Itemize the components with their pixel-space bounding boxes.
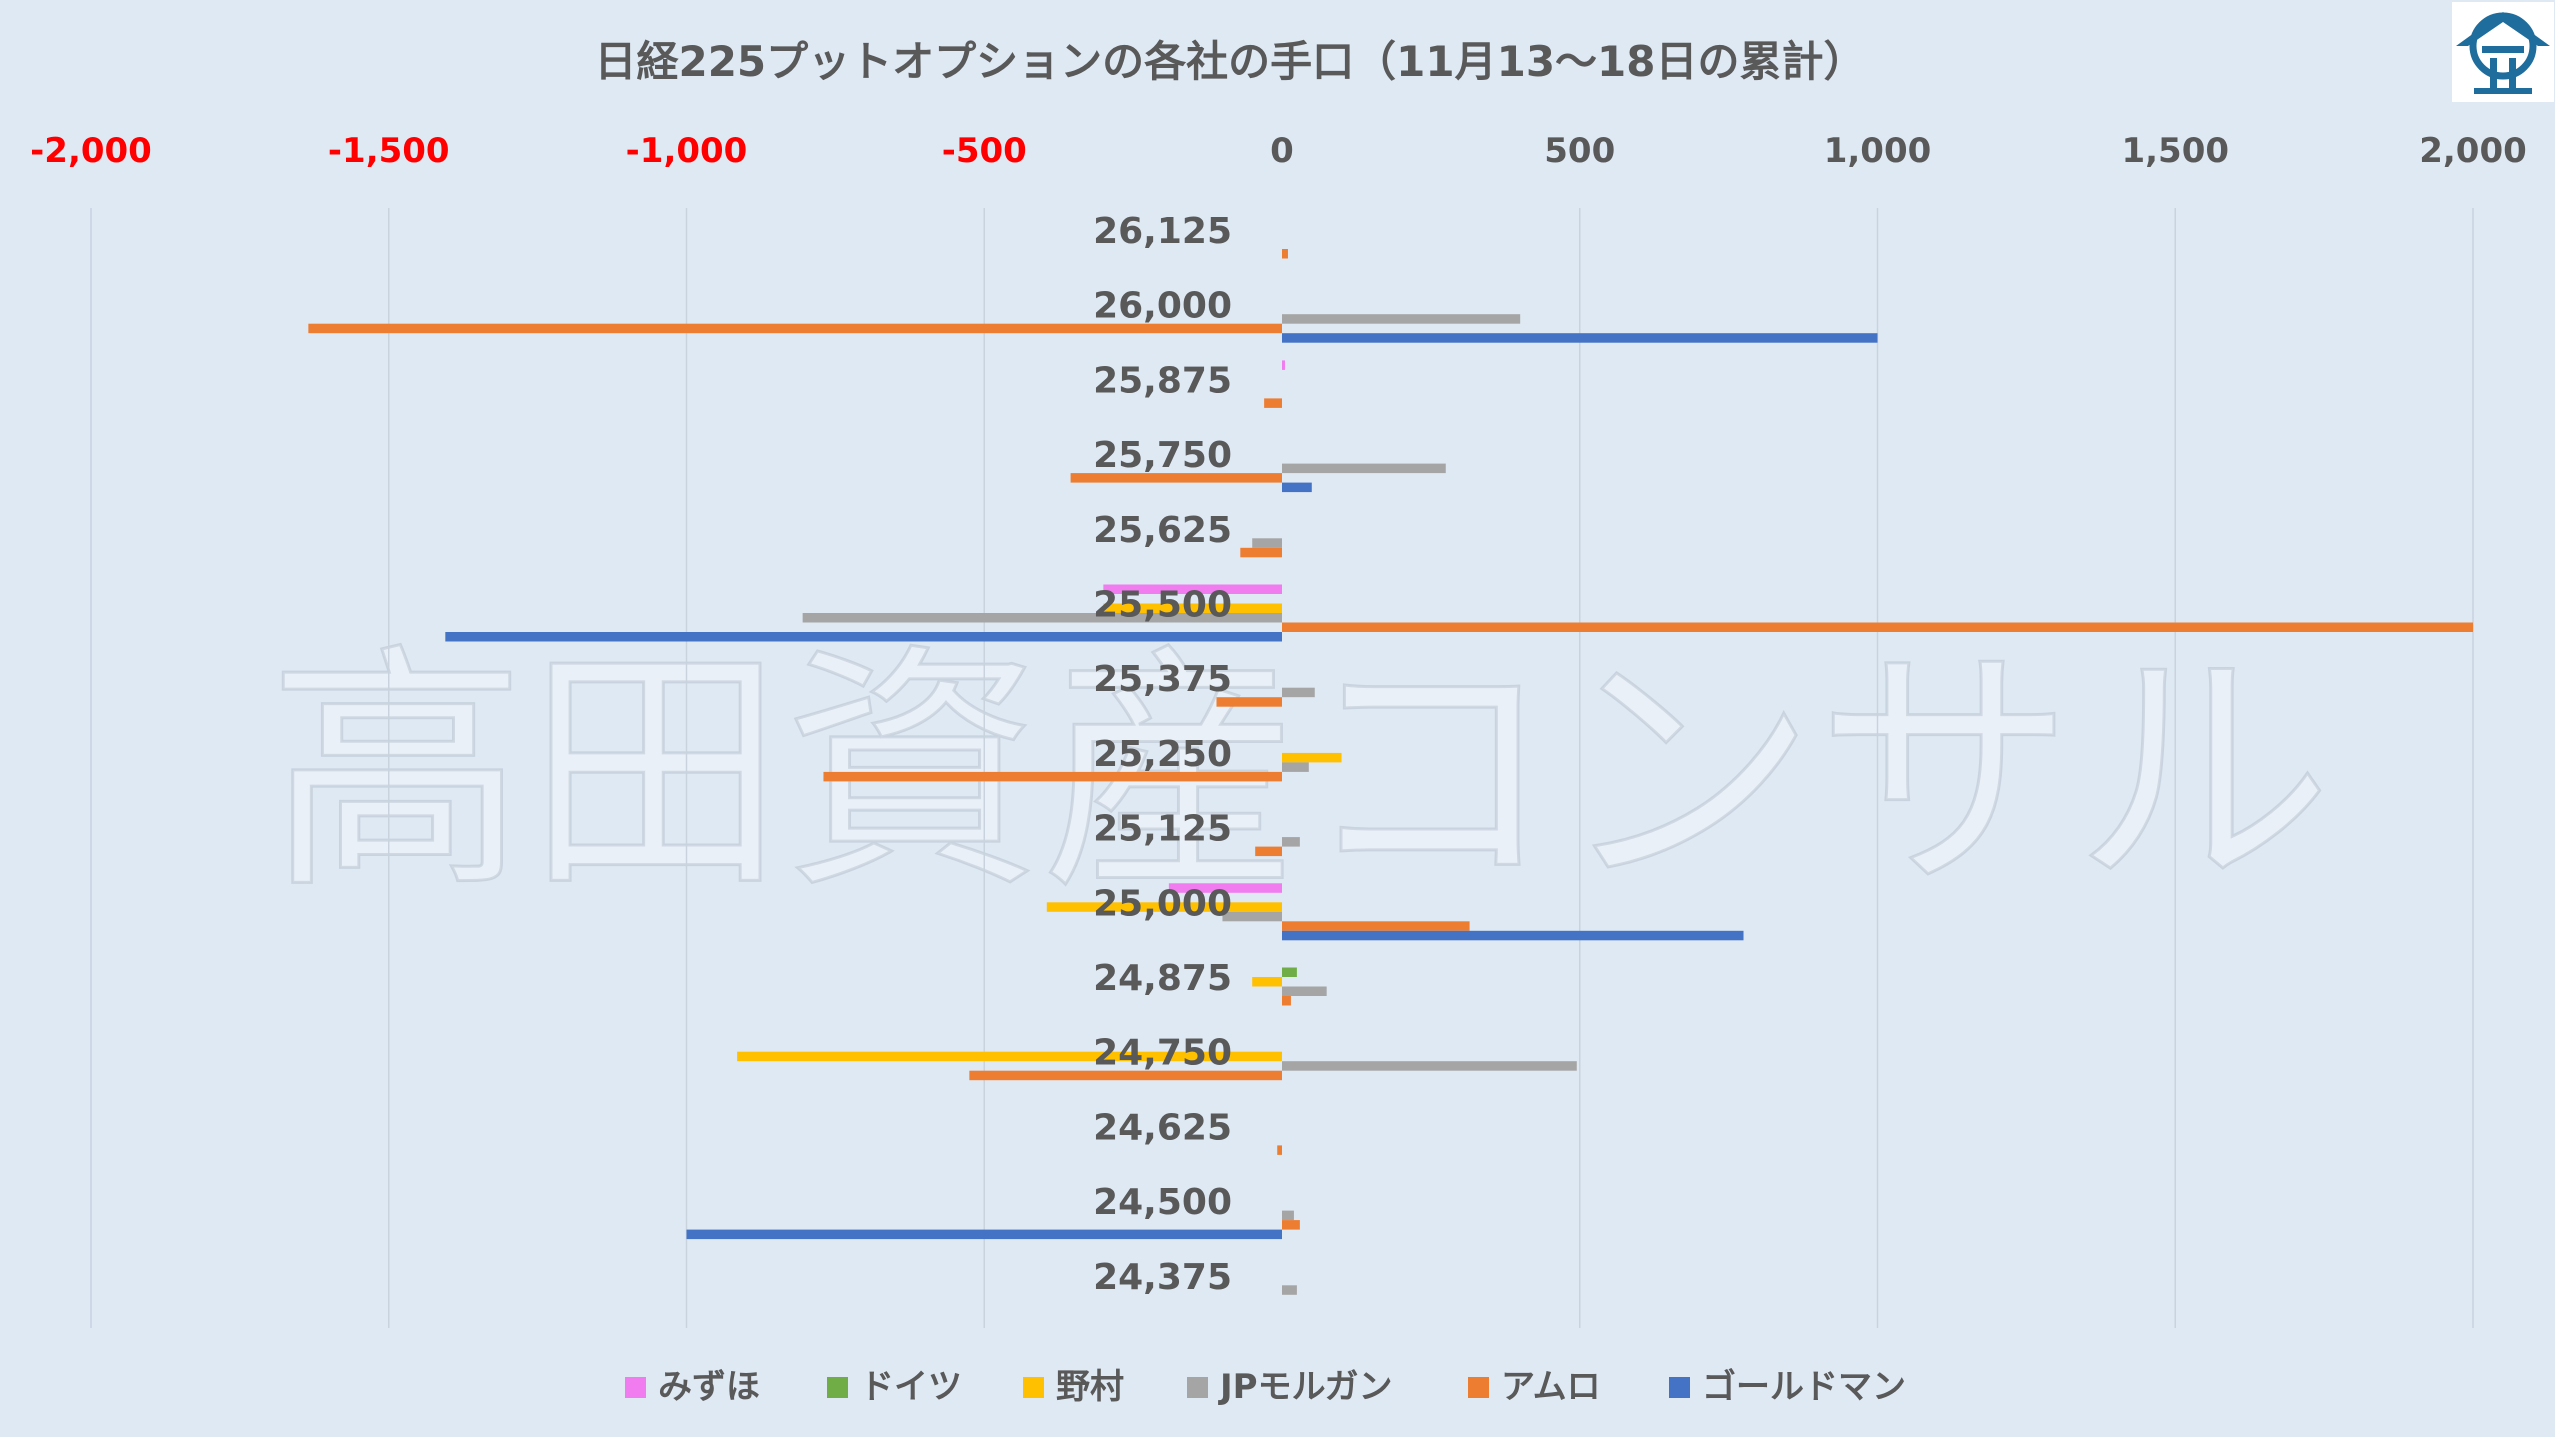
category-label: 25,875: [1093, 360, 1232, 401]
bar: [445, 632, 1282, 642]
x-tick-label: -500: [942, 131, 1027, 171]
bar: [1282, 333, 1878, 343]
bar: [1252, 977, 1282, 987]
category-label: 24,500: [1093, 1182, 1232, 1223]
bar: [1103, 603, 1282, 613]
bar: [308, 323, 1282, 334]
bar: [802, 613, 1282, 623]
category-label: 25,125: [1093, 809, 1232, 850]
category-label: 25,750: [1093, 435, 1232, 476]
category-label: 24,750: [1093, 1033, 1232, 1074]
x-tick-label: -2,000: [30, 131, 152, 171]
bar: [1282, 967, 1297, 977]
bar: [1070, 473, 1282, 483]
bar: [1240, 547, 1282, 558]
x-tick-label: -1,500: [328, 131, 450, 171]
bar: [1168, 883, 1282, 893]
legend: みずほ ドイツ 野村 JPモルガン アムロ ゴールドマン: [625, 1367, 1906, 1407]
legend-swatch: [625, 1377, 646, 1398]
legend-label: ドイツ: [860, 1367, 962, 1407]
bar: [1282, 1210, 1294, 1221]
bar: [1216, 697, 1282, 707]
bar: [1282, 687, 1315, 698]
legend-label: JPモルガン: [1218, 1367, 1393, 1407]
legend-swatch: [1669, 1377, 1690, 1398]
x-tick-label: 0: [1270, 131, 1294, 171]
bar: [1282, 1061, 1577, 1071]
bar: [1282, 314, 1521, 324]
bar: [1282, 1285, 1297, 1295]
bar: [1282, 752, 1342, 763]
bar: [1255, 846, 1282, 857]
bar: [1282, 482, 1312, 493]
bar: [1282, 463, 1446, 474]
bar: [1282, 837, 1300, 847]
x-axis-ticks: -2,000 -1,500 -1,000 -500 0 500 1,000 1,500 2,00…: [30, 131, 2527, 171]
x-tick-label: 2,000: [2419, 131, 2527, 171]
bar: [1103, 584, 1282, 594]
bar: [1282, 360, 1285, 370]
bar: [1282, 996, 1291, 1006]
bar: [1282, 1220, 1300, 1230]
watermark-text: 高田資産コンサル: [268, 623, 2332, 923]
category-label: 25,000: [1093, 883, 1232, 924]
legend-swatch: [1468, 1377, 1489, 1398]
logo: [2452, 2, 2554, 102]
bar: [1282, 762, 1309, 772]
chart-title: 日経225プットオプションの各社の手口（11月13～18日の累計）: [594, 37, 1865, 86]
bar: [823, 771, 1282, 782]
category-label: 26,125: [1093, 211, 1232, 252]
legend-swatch: [1023, 1377, 1044, 1398]
legend-swatch: [1187, 1377, 1208, 1398]
bar: [1252, 538, 1282, 548]
x-tick-label: 500: [1544, 131, 1615, 171]
bar: [1282, 622, 2473, 632]
bars: [308, 249, 2473, 1295]
category-label: 26,000: [1093, 286, 1232, 327]
bar: [737, 1051, 1282, 1062]
category-label: 24,625: [1093, 1107, 1232, 1148]
legend-label: みずほ: [658, 1367, 760, 1407]
bar: [1264, 398, 1282, 408]
category-label: 24,375: [1093, 1257, 1232, 1298]
bar: [1277, 1145, 1282, 1155]
bar: [1282, 921, 1470, 931]
gridlines: [90, 208, 2474, 1328]
category-label: 25,500: [1093, 585, 1232, 626]
category-label: 25,250: [1093, 734, 1232, 775]
legend-swatch: [827, 1377, 848, 1398]
bar: [1222, 911, 1282, 922]
bar: [969, 1070, 1282, 1081]
category-label: 25,375: [1093, 659, 1232, 700]
bar: [1282, 930, 1744, 941]
logo-icon: [2456, 12, 2550, 94]
legend-label: 野村: [1056, 1367, 1124, 1407]
x-tick-label: -1,000: [626, 131, 748, 171]
bar: [1046, 902, 1282, 912]
x-tick-label: 1,500: [2121, 131, 2229, 171]
category-labels: 26,125 26,000 25,875 25,750 25,625 25,500 25,3…: [1093, 211, 1232, 1298]
bar: [686, 1229, 1282, 1240]
category-label: 25,625: [1093, 510, 1232, 551]
x-tick-label: 1,000: [1824, 131, 1932, 171]
bar: [1282, 249, 1288, 259]
legend-label: アムロ: [1501, 1367, 1601, 1407]
legend-label: ゴールドマン: [1702, 1367, 1906, 1407]
category-label: 24,875: [1093, 958, 1232, 999]
bar: [1282, 986, 1327, 996]
